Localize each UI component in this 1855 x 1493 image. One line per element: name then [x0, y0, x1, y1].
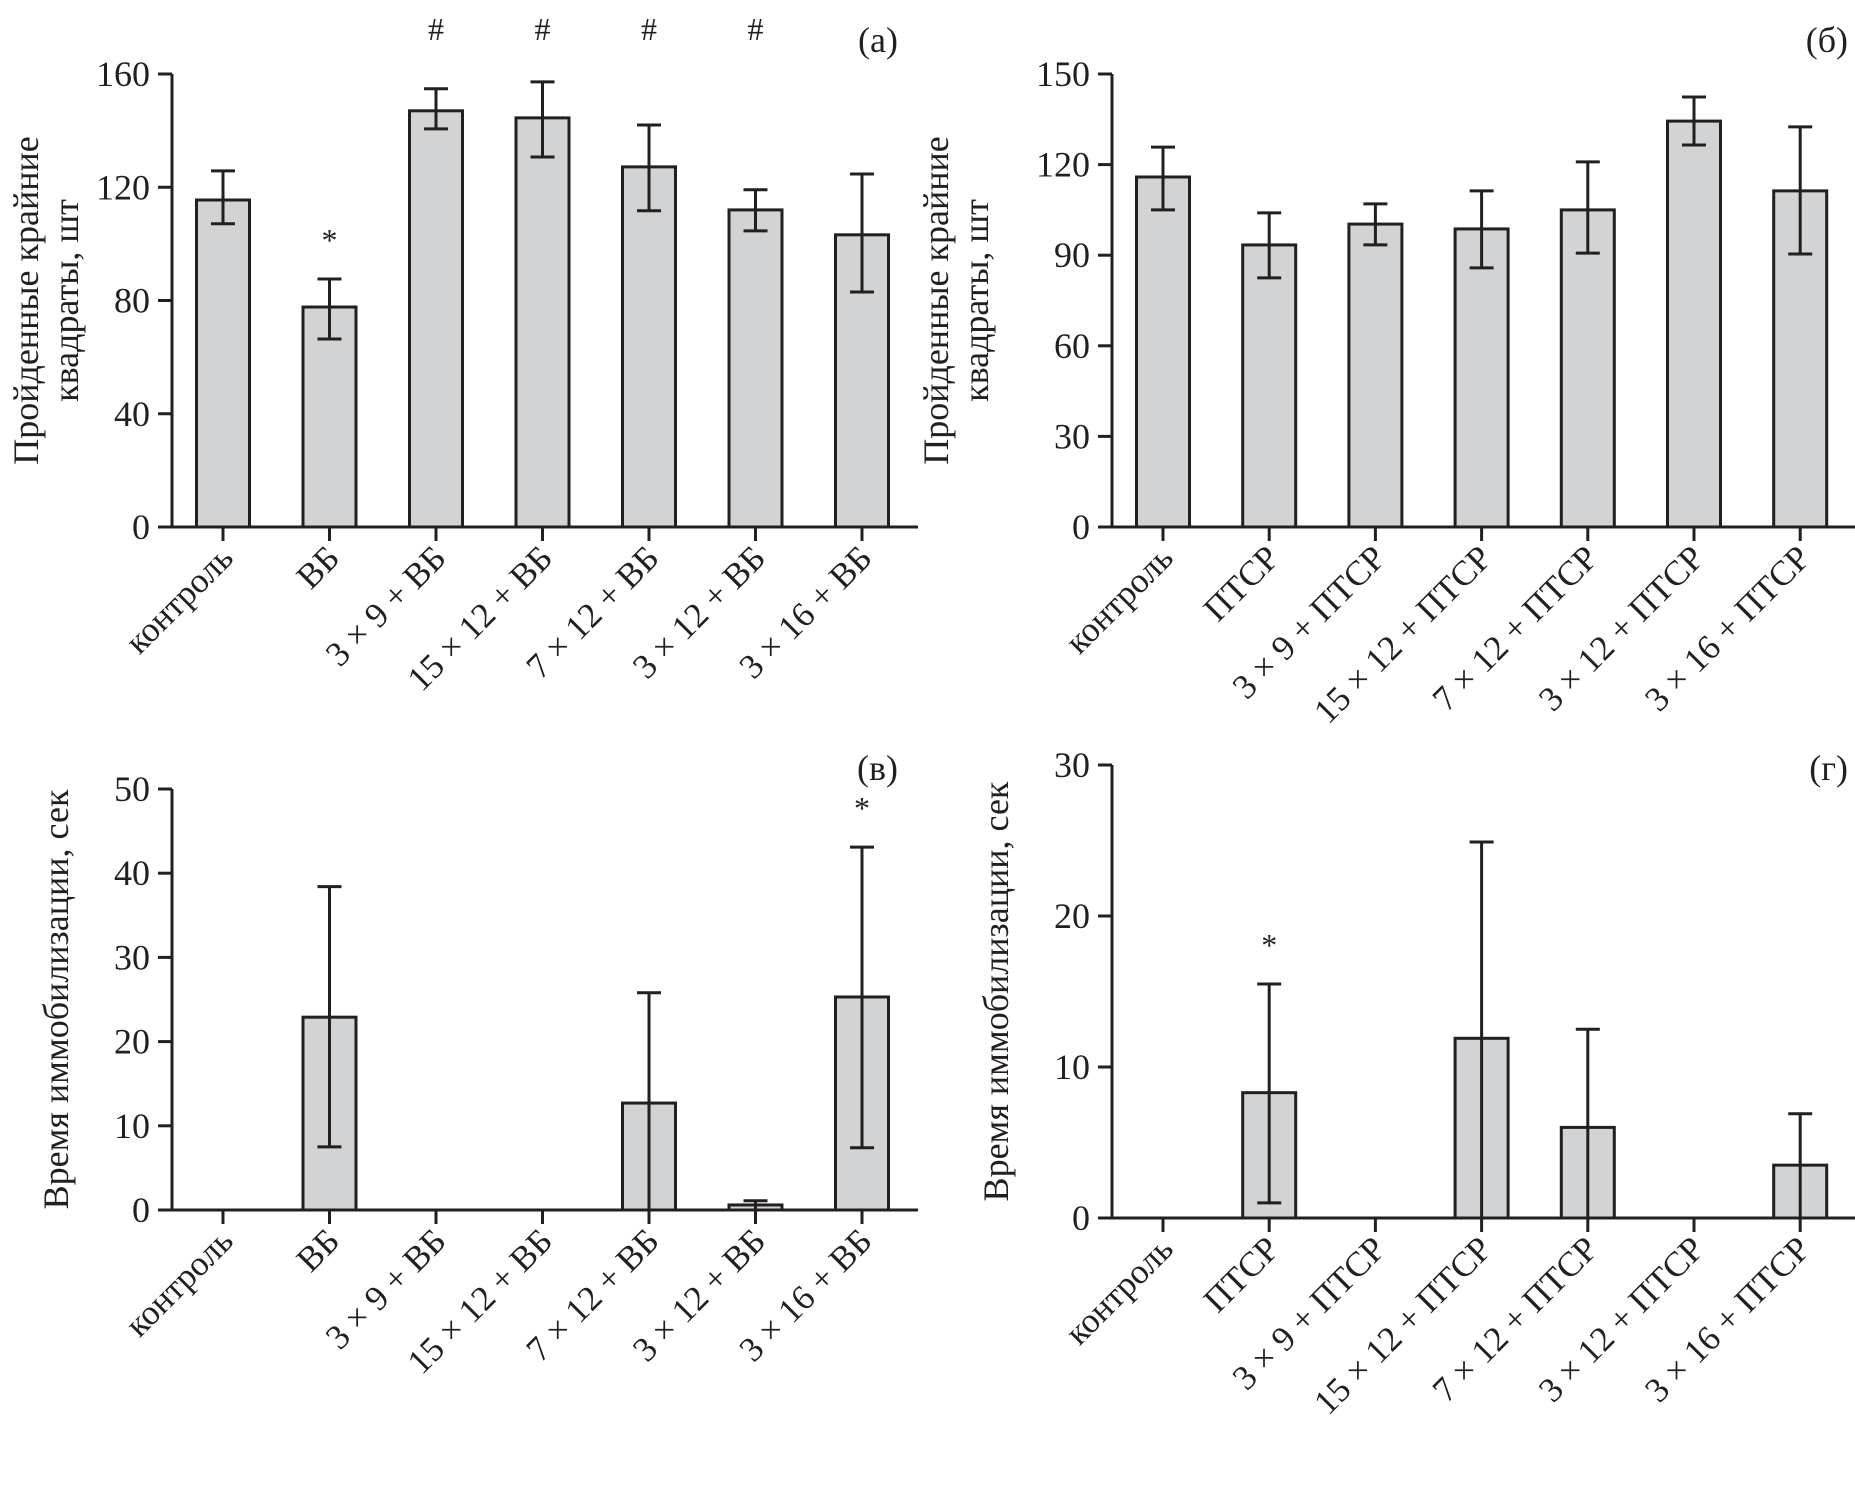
y-tick-label: 20: [114, 1022, 150, 1062]
bar: [1241, 243, 1298, 529]
y-tick-label: 0: [132, 1190, 150, 1230]
x-tick-label: контроль: [118, 1221, 241, 1344]
bar: [1666, 119, 1722, 529]
bar: [195, 198, 251, 529]
bar: [1135, 175, 1191, 529]
y-axis-label: Пройденные крайние: [916, 136, 956, 465]
y-tick-label: 0: [1072, 507, 1090, 547]
y-tick-label: 30: [114, 937, 150, 977]
y-axis-label: Пройденные крайние: [6, 136, 46, 465]
x-tick-label: ПТСР: [1196, 538, 1287, 629]
bar: [408, 109, 464, 529]
x-tick-label: контроль: [1058, 538, 1181, 661]
y-tick-label: 30: [1054, 745, 1090, 785]
y-axis-label: Время иммобилизации, сек: [36, 789, 76, 1209]
bar: [727, 208, 784, 529]
panel-label: (б): [1806, 20, 1848, 60]
significance-hash: #: [641, 11, 657, 47]
x-tick-label: ВБ: [289, 538, 347, 596]
y-tick-label: 30: [1054, 416, 1090, 456]
bar: [514, 116, 571, 529]
bar: [621, 165, 677, 529]
y-tick-label: 0: [1072, 1198, 1090, 1238]
y-axis-label: Время иммобилизации, сек: [976, 781, 1016, 1201]
y-tick-label: 80: [114, 281, 150, 321]
y-tick-label: 20: [1054, 896, 1090, 936]
significance-hash: #: [535, 11, 551, 47]
y-tick-label: 10: [114, 1106, 150, 1146]
x-tick-label: ПТСР: [1196, 1229, 1287, 1320]
significance-star: *: [1261, 927, 1277, 963]
y-tick-label: 90: [1054, 235, 1090, 275]
y-tick-label: 60: [1054, 326, 1090, 366]
significance-star: *: [854, 790, 870, 826]
bar: [1453, 227, 1510, 529]
bar: [1559, 208, 1616, 529]
y-tick-label: 160: [96, 54, 150, 94]
y-axis-label: квадраты, шт: [46, 199, 86, 402]
y-tick-label: 50: [114, 769, 150, 809]
bar: [301, 305, 358, 529]
significance-hash: #: [748, 11, 764, 47]
y-tick-label: 120: [1036, 145, 1090, 185]
significance-star: *: [322, 222, 338, 258]
panel-label: (а): [858, 20, 898, 60]
bar: [1347, 222, 1404, 529]
y-tick-label: 150: [1036, 54, 1090, 94]
panel-label: (в): [857, 748, 898, 788]
x-tick-label: ВБ: [289, 1221, 347, 1279]
y-axis-label: квадраты, шт: [956, 199, 996, 402]
significance-hash: #: [428, 11, 444, 47]
x-tick-label: контроль: [1058, 1229, 1181, 1352]
y-tick-label: 120: [96, 167, 150, 207]
y-tick-label: 0: [132, 507, 150, 547]
panel-label: (г): [1809, 748, 1848, 788]
y-tick-label: 10: [1054, 1047, 1090, 1087]
y-tick-label: 40: [114, 394, 150, 434]
y-tick-label: 40: [114, 853, 150, 893]
x-tick-label: контроль: [118, 538, 241, 661]
